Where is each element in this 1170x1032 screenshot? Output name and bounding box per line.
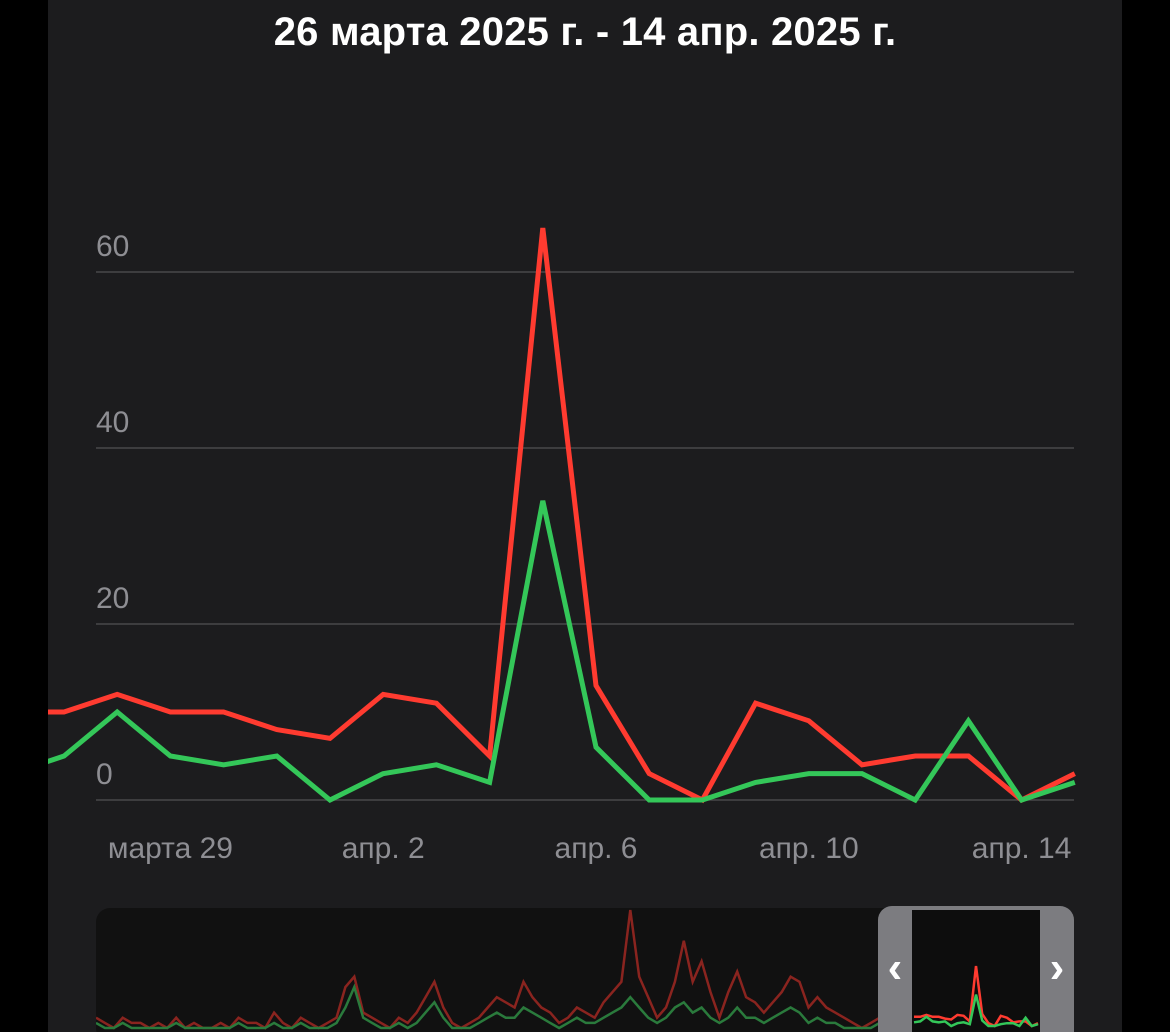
range-navigator[interactable]: ‹ ›	[96, 906, 1074, 1032]
navigator-selection-window[interactable]: ‹ ›	[878, 906, 1074, 1032]
x-tick-label: апр. 6	[555, 832, 638, 865]
y-tick-label: 60	[96, 230, 129, 263]
chart-card	[48, 0, 1122, 1032]
x-tick-label: апр. 10	[759, 832, 859, 865]
y-axis-ticks: 0 20 40 60	[96, 230, 129, 791]
y-tick-label: 40	[96, 406, 129, 439]
y-tick-label: 0	[96, 758, 113, 791]
series-line	[48, 500, 1076, 804]
x-axis-ticks: марта 29 апр. 2 апр. 6 апр. 10 апр. 14	[108, 832, 1072, 865]
selection-series-line	[913, 994, 1039, 1028]
chevron-left-icon[interactable]: ‹	[888, 943, 903, 992]
x-tick-label: марта 29	[108, 832, 233, 865]
date-range-title: 26 марта 2025 г. - 14 апр. 2025 г.	[273, 10, 897, 54]
selection-mini-lines	[913, 965, 1039, 1028]
x-tick-label: апр. 2	[342, 832, 425, 865]
selection-series-line	[914, 965, 1039, 1028]
y-tick-label: 20	[96, 582, 129, 615]
x-tick-label: апр. 14	[972, 832, 1072, 865]
series-lines	[48, 227, 1076, 804]
series-line	[48, 227, 1076, 804]
chevron-right-icon[interactable]: ›	[1050, 943, 1065, 992]
